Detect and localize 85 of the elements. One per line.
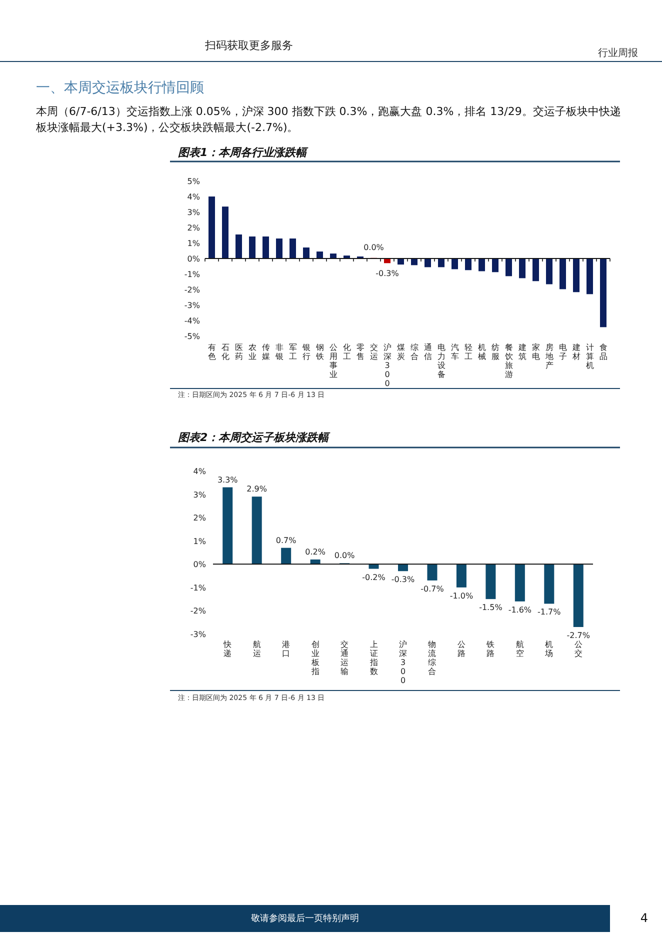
y-tick-label: 1% bbox=[193, 536, 206, 546]
y-tick-label: -4% bbox=[184, 316, 200, 326]
x-tick-label: 非银 bbox=[274, 343, 284, 361]
x-tick-label: 快递 bbox=[222, 640, 232, 658]
data-label: 0.0% bbox=[364, 242, 384, 252]
x-tick-label: 钢铁 bbox=[314, 343, 324, 361]
x-tick-label: 纺服 bbox=[491, 343, 500, 361]
y-tick-label: -1% bbox=[190, 583, 206, 592]
x-tick-label: 汽车 bbox=[450, 343, 459, 361]
x-tick-label: 物流综合 bbox=[428, 640, 436, 676]
y-tick-label: -3% bbox=[190, 630, 206, 639]
x-tick-label: 公路 bbox=[457, 640, 466, 658]
x-tick-label: 银行 bbox=[301, 343, 310, 361]
x-tick-label: 餐饮旅游 bbox=[504, 343, 513, 379]
x-tick-label: 交通运输 bbox=[340, 640, 349, 676]
x-tick-label: 创业板指 bbox=[310, 640, 320, 676]
x-tick-label: 公用事业 bbox=[329, 343, 338, 379]
data-label: 3.3% bbox=[217, 475, 238, 484]
y-tick-label: 2% bbox=[187, 224, 200, 232]
y-tick-label: 4% bbox=[193, 467, 206, 476]
chart-title: 图表2：本周交运子板块涨跌幅 bbox=[178, 431, 331, 444]
x-tick-label: 建材 bbox=[571, 343, 580, 361]
y-tick-label: 1% bbox=[187, 239, 200, 248]
data-label: -0.2% bbox=[362, 572, 386, 582]
data-label: -0.7% bbox=[420, 584, 444, 594]
data-label: -1.0% bbox=[450, 591, 474, 600]
x-tick-label: 计算机 bbox=[586, 343, 594, 370]
x-tick-label: 公交 bbox=[574, 640, 582, 658]
x-tick-label: 房地产 bbox=[544, 343, 554, 370]
text: 一、本周交运板块行情回顾 bbox=[36, 79, 204, 97]
x-tick-label: 食品 bbox=[599, 343, 608, 361]
data-label: -1.6% bbox=[508, 605, 532, 614]
x-tick-label: 通信 bbox=[424, 343, 432, 361]
x-tick-label: 建筑 bbox=[517, 343, 526, 361]
x-tick-label: 综合 bbox=[410, 343, 418, 361]
y-tick-label: -1% bbox=[184, 270, 200, 279]
text: 本周（6/7-6/13）交运指数上涨 0.05%，沪深 300 指数下跌 0.3%，跑赢大盘 0.3%，排名 13/29。交运子板块中快递板块涨幅最大(+3.3%)，公交板块跌幅最大(-2.7%)。 bbox=[36, 104, 622, 136]
x-tick-label: 煤炭 bbox=[396, 343, 405, 361]
x-tick-label: 航空 bbox=[516, 640, 524, 658]
x-tick-label: 农业 bbox=[248, 343, 256, 361]
x-tick-label: 航运 bbox=[252, 640, 261, 658]
data-label: -2.7% bbox=[566, 631, 590, 640]
y-tick-label: -3% bbox=[184, 301, 200, 310]
text: 扫码获取更多服务 bbox=[205, 38, 293, 53]
x-tick-label: 传媒 bbox=[262, 343, 270, 361]
data-label: -1.5% bbox=[479, 603, 503, 612]
x-tick-label: 石化 bbox=[221, 343, 230, 361]
x-tick-label: 化工 bbox=[342, 343, 351, 361]
y-tick-label: 3% bbox=[193, 490, 206, 500]
data-label: 0.7% bbox=[276, 536, 297, 545]
x-tick-label: 沪深300 bbox=[399, 640, 407, 685]
x-tick-label: 沪深300 bbox=[383, 343, 392, 388]
x-tick-label: 港口 bbox=[282, 640, 290, 658]
x-tick-label: 电子 bbox=[558, 343, 567, 361]
y-tick-label: 4% bbox=[187, 192, 200, 202]
x-tick-label: 电力设备 bbox=[437, 343, 446, 379]
y-tick-label: -2% bbox=[190, 606, 206, 616]
y-tick-label: 0% bbox=[193, 560, 206, 570]
y-tick-label: 0% bbox=[187, 254, 200, 264]
x-tick-label: 轻工 bbox=[464, 343, 472, 361]
y-tick-label: 2% bbox=[193, 514, 206, 523]
x-tick-label: 上证指数 bbox=[368, 640, 378, 676]
data-label: 2.9% bbox=[246, 484, 268, 494]
text: 4 bbox=[640, 911, 648, 925]
x-tick-label: 交运 bbox=[370, 343, 378, 361]
data-label: 0.2% bbox=[305, 547, 326, 556]
x-tick-label: 机械 bbox=[478, 343, 486, 361]
x-tick-label: 家电 bbox=[532, 343, 540, 361]
y-tick-label: -2% bbox=[184, 286, 200, 294]
data-label: -1.7% bbox=[538, 608, 562, 617]
data-label: -0.3% bbox=[376, 269, 400, 278]
x-tick-label: 零售 bbox=[356, 343, 364, 361]
y-tick-label: 3% bbox=[187, 208, 200, 217]
data-label: 0.0% bbox=[334, 551, 356, 560]
x-tick-label: 医药 bbox=[234, 343, 243, 361]
x-tick-label: 军工 bbox=[288, 343, 297, 361]
x-tick-label: 铁路 bbox=[486, 640, 495, 658]
x-tick-label: 有色 bbox=[208, 343, 216, 361]
chart-title: 图表1：本周各行业涨跌幅 bbox=[178, 146, 309, 159]
text: 敬请参阅最后一页特别声明 bbox=[250, 912, 360, 925]
data-label: -0.3% bbox=[391, 575, 415, 584]
y-tick-label: -5% bbox=[184, 332, 200, 341]
text: 行业周报 bbox=[598, 46, 638, 60]
x-tick-label: 机场 bbox=[544, 640, 554, 658]
y-tick-label: 5% bbox=[187, 177, 200, 186]
